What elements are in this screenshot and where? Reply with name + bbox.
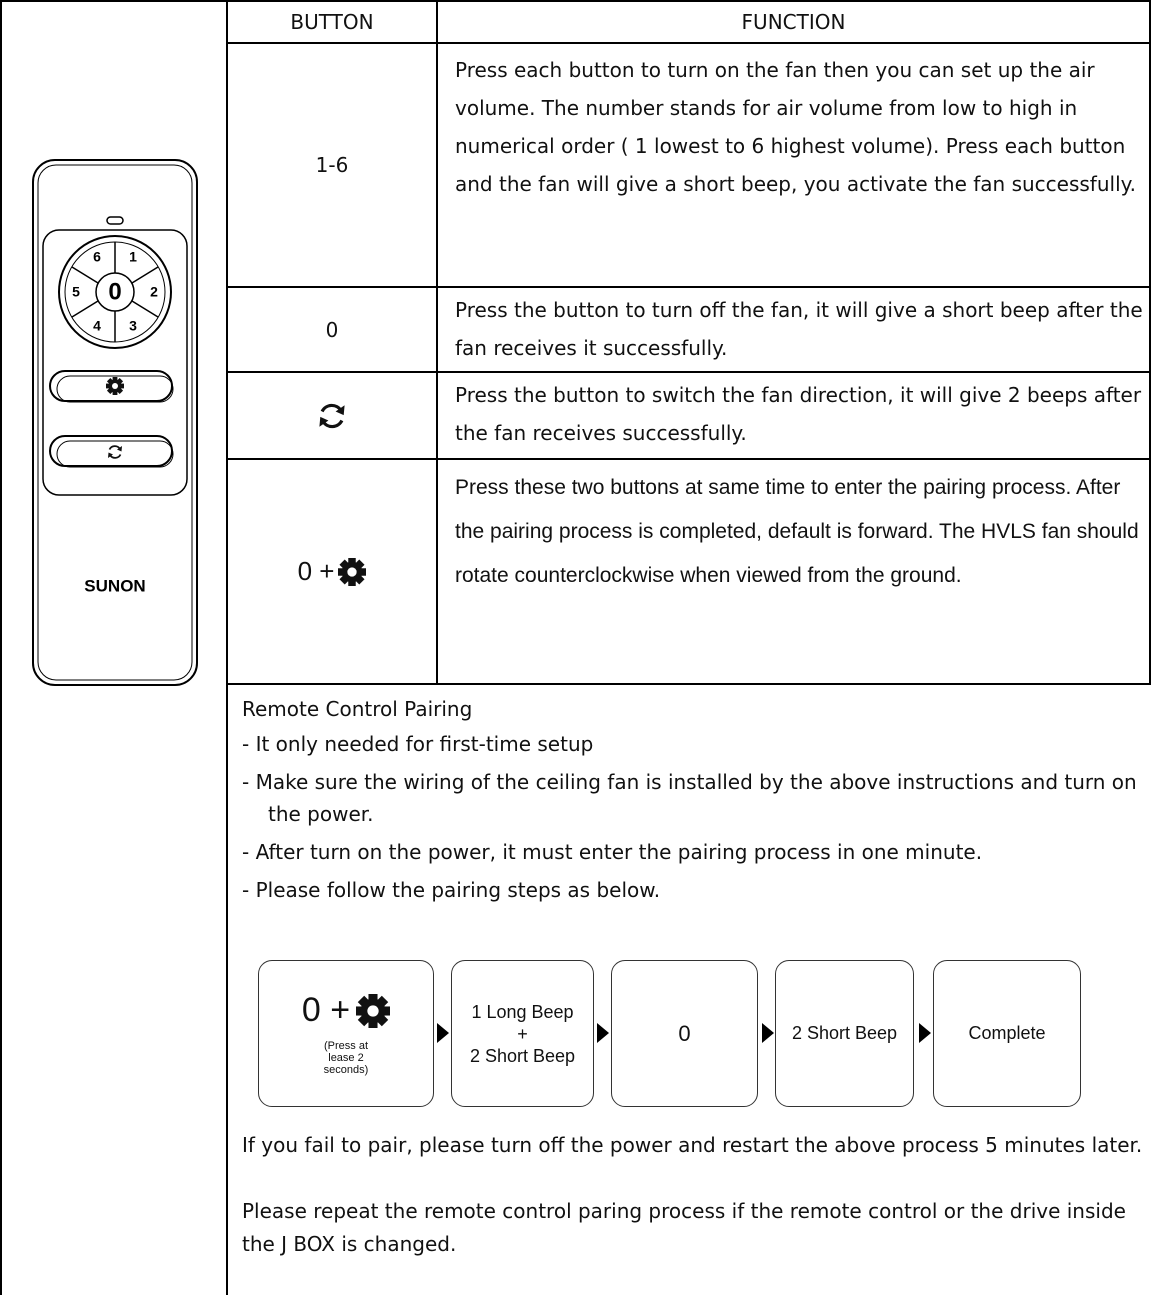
pairing-item: - Make sure the wiring of the ceiling fa…: [242, 770, 1137, 826]
button-label: 6: [93, 249, 101, 265]
header-cell: FUNCTION: [741, 10, 846, 34]
button-label: 5: [72, 284, 80, 300]
pairing-note: If you fail to pair, please turn off the…: [242, 1133, 1143, 1157]
step-label: 0 +: [301, 991, 351, 1029]
step-note: (Press at lease 2 seconds): [323, 1040, 369, 1076]
button-cell: 1-6: [315, 153, 349, 177]
step-line: 1 Long Beep: [471, 1001, 574, 1022]
remote: 6 1 5 0 2 4 3 SUNON: [32, 159, 198, 686]
function-cell: Press these two buttons at same time to …: [455, 476, 1139, 587]
step-label: 0: [678, 1020, 691, 1046]
border: [436, 0, 438, 684]
border: [0, 0, 1151, 2]
step-box: Complete: [933, 960, 1081, 1107]
button-label: 0 +: [297, 556, 335, 586]
arrow: [597, 1023, 609, 1043]
button-label: 1: [129, 249, 137, 265]
step-label-row: 0 +: [301, 991, 391, 1030]
button-cell: 0: [325, 317, 339, 342]
function-cell: Press the button to turn off the fan, it…: [455, 298, 1143, 360]
rotate-icon: [107, 445, 123, 459]
remote-body: [37, 164, 193, 681]
gear-icon: [356, 993, 391, 1028]
border: [226, 458, 1151, 460]
arrow: [762, 1023, 774, 1043]
arrow: [437, 1023, 449, 1043]
button-label: 0: [108, 278, 121, 305]
border: [226, 286, 1151, 288]
arrow: [919, 1023, 931, 1043]
pairing-title: Remote Control Pairing: [242, 697, 473, 721]
pill-button: [49, 435, 173, 467]
pairing-item: - After turn on the power, it must enter…: [242, 840, 983, 864]
border: [226, 0, 228, 1295]
button-label: 2: [150, 284, 158, 300]
gear-icon: [338, 557, 367, 586]
pairing-note: Please repeat the remote control paring …: [242, 1199, 1126, 1256]
button-cell: 0 +: [228, 460, 436, 683]
border: [0, 0, 2, 1295]
step-label: Complete: [968, 1023, 1046, 1043]
border: [226, 371, 1151, 373]
function-cell: Press each button to turn on the fan the…: [455, 58, 1136, 196]
pill-button: [56, 375, 174, 403]
pill-button: [56, 440, 174, 468]
step-box: 2 Short Beep: [775, 960, 914, 1107]
header-cell: BUTTON: [290, 10, 374, 34]
step-line: +: [517, 1023, 528, 1044]
border: [226, 42, 1151, 44]
button-label: 4: [93, 318, 101, 334]
pill-button: [49, 370, 173, 402]
remote-body: [32, 159, 198, 686]
step-box: 0 + (Press at lease 2 seconds): [258, 960, 434, 1107]
button-label: 3: [129, 318, 137, 334]
button-cell: [228, 373, 436, 458]
brand: SUNON: [84, 576, 145, 595]
pairing-item: - It only needed for first-time setup: [242, 732, 594, 756]
step-line: 2 Short Beep: [469, 1045, 576, 1066]
dial: [58, 235, 172, 349]
step-box: 1 Long Beep + 2 Short Beep: [451, 960, 594, 1107]
border: [226, 683, 1151, 685]
led: [106, 216, 124, 225]
panel: [42, 229, 188, 496]
border: [1149, 0, 1151, 684]
step-box: 0: [611, 960, 758, 1107]
gear-icon: [106, 377, 124, 395]
rotate-icon: [317, 403, 347, 428]
step-label: 2 Short Beep: [791, 1023, 898, 1043]
dial-dividers: [71, 242, 159, 342]
pairing-item: - Please follow the pairing steps as bel…: [242, 878, 661, 902]
function-cell: Press the button to switch the fan direc…: [455, 383, 1142, 445]
